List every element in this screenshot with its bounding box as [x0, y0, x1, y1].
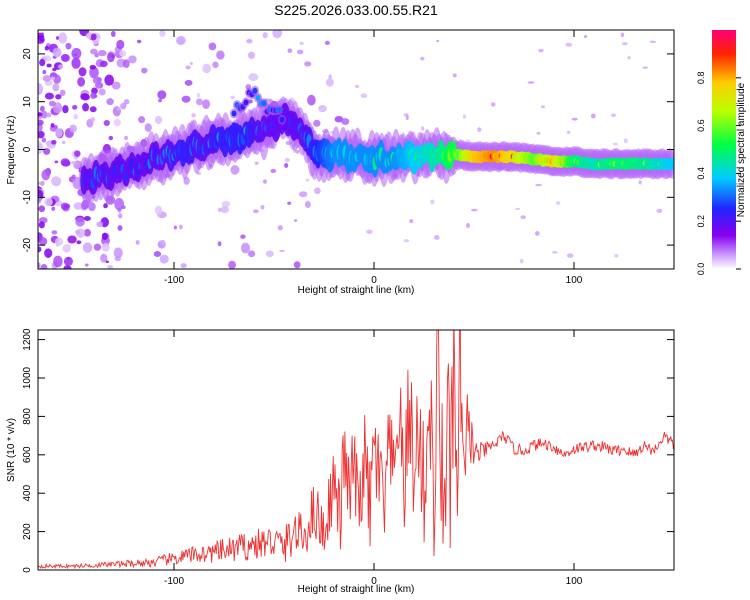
- snr-y-tick-label: 400: [22, 484, 33, 501]
- spectrogram-y-tick-label: 0: [22, 146, 33, 152]
- spectrogram-y-tick-label: -20: [22, 237, 33, 252]
- spectrogram-ridge: [79, 96, 674, 209]
- colorbar-tick-label: 0.8: [696, 72, 706, 85]
- spectrogram-y-tick-label: -10: [22, 190, 33, 205]
- snr-y-tick-label: 800: [22, 408, 33, 425]
- colorbar-tick-label: 0.6: [696, 119, 706, 132]
- spectrogram-x-tick-label: -100: [164, 275, 184, 286]
- snr-x-tick-label: -100: [164, 576, 184, 587]
- colorbar-tick-label: 0.4: [696, 167, 706, 180]
- colorbar-tick-label: 0.0: [696, 263, 706, 276]
- snr-frame: [37, 329, 675, 571]
- colorbar-label: Normalized spectral amplitude: [736, 82, 747, 217]
- snr-x-tick-label: 0: [371, 576, 377, 587]
- snr-x-tick-label: 100: [566, 576, 583, 587]
- snr-y-tick-label: 600: [22, 446, 33, 463]
- snr-y-axis-label: SNR (10 * v/v): [6, 418, 17, 482]
- snr-y-tick-label: 200: [22, 523, 33, 540]
- spectrogram-x-tick-label: 0: [371, 275, 377, 286]
- colorbar: 0.0 0.2 0.4 0.6 0.8 Normalized spectral ampl…: [696, 30, 747, 275]
- snr-y-tick-label: 1200: [22, 328, 33, 351]
- snr-y-tick-label: 1000: [22, 366, 33, 389]
- spectrogram-x-axis-label: Height of straight line (km): [298, 285, 415, 296]
- spectrogram-y-tick-label: 10: [22, 96, 33, 108]
- spectrogram-x-tick-label: 100: [566, 275, 583, 286]
- colorbar-gradient: [712, 30, 736, 269]
- spectrogram-y-tick-label: 20: [22, 48, 33, 60]
- colorbar-tick-label: 0.2: [696, 215, 706, 228]
- figure-title: S225.2026.033.00.55.R21: [274, 2, 438, 18]
- spectrogram-secondary-ridge: [230, 85, 286, 125]
- snr-y-tick-label: 0: [22, 567, 33, 573]
- spectrogram-y-axis-label: Frequency (Hz): [6, 116, 17, 185]
- snr-line: [38, 330, 674, 570]
- snr-x-axis-label: Height of straight line (km): [298, 584, 415, 595]
